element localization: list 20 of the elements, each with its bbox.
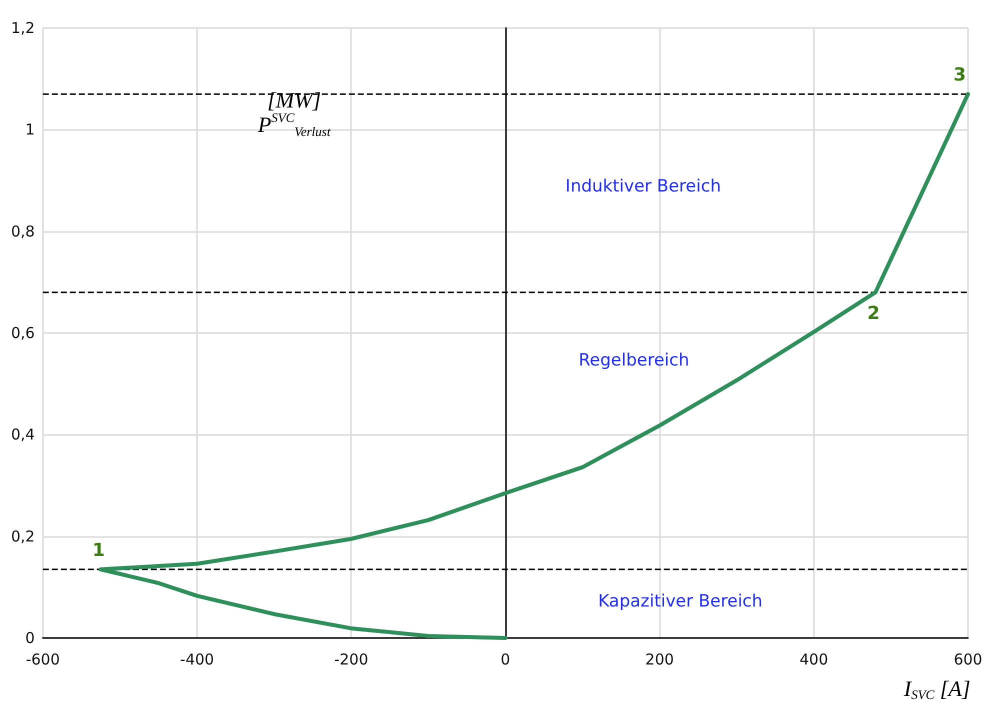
annotation: 3 (953, 64, 966, 86)
y-tick-label: 0,6 (10, 324, 35, 342)
y-tick-label: 0,8 (10, 222, 35, 240)
y-tick-label: 1,2 (10, 19, 35, 37)
annotation: 1 (92, 540, 105, 561)
y-tick-label: 0,2 (10, 527, 35, 546)
x-tick-label: 200 (645, 650, 674, 668)
x-tick-label: -400 (180, 650, 214, 668)
y-tick-label: 0,4 (10, 426, 35, 444)
annotation: Regelbereich (578, 350, 690, 370)
x-tick-label: 400 (799, 650, 828, 668)
annotation: 2 (867, 302, 880, 324)
annotation: Induktiver Bereich (565, 176, 721, 197)
annotation: Kapazitiver Bereich (598, 591, 763, 612)
x-tick-label: 0 (500, 650, 510, 668)
y-tick-label: 1 (25, 120, 35, 139)
y-tick-label: 0 (25, 629, 35, 647)
x-tick-label: 600 (954, 650, 982, 668)
x-tick-label: -600 (26, 650, 60, 668)
x-tick-label: -200 (334, 650, 368, 668)
